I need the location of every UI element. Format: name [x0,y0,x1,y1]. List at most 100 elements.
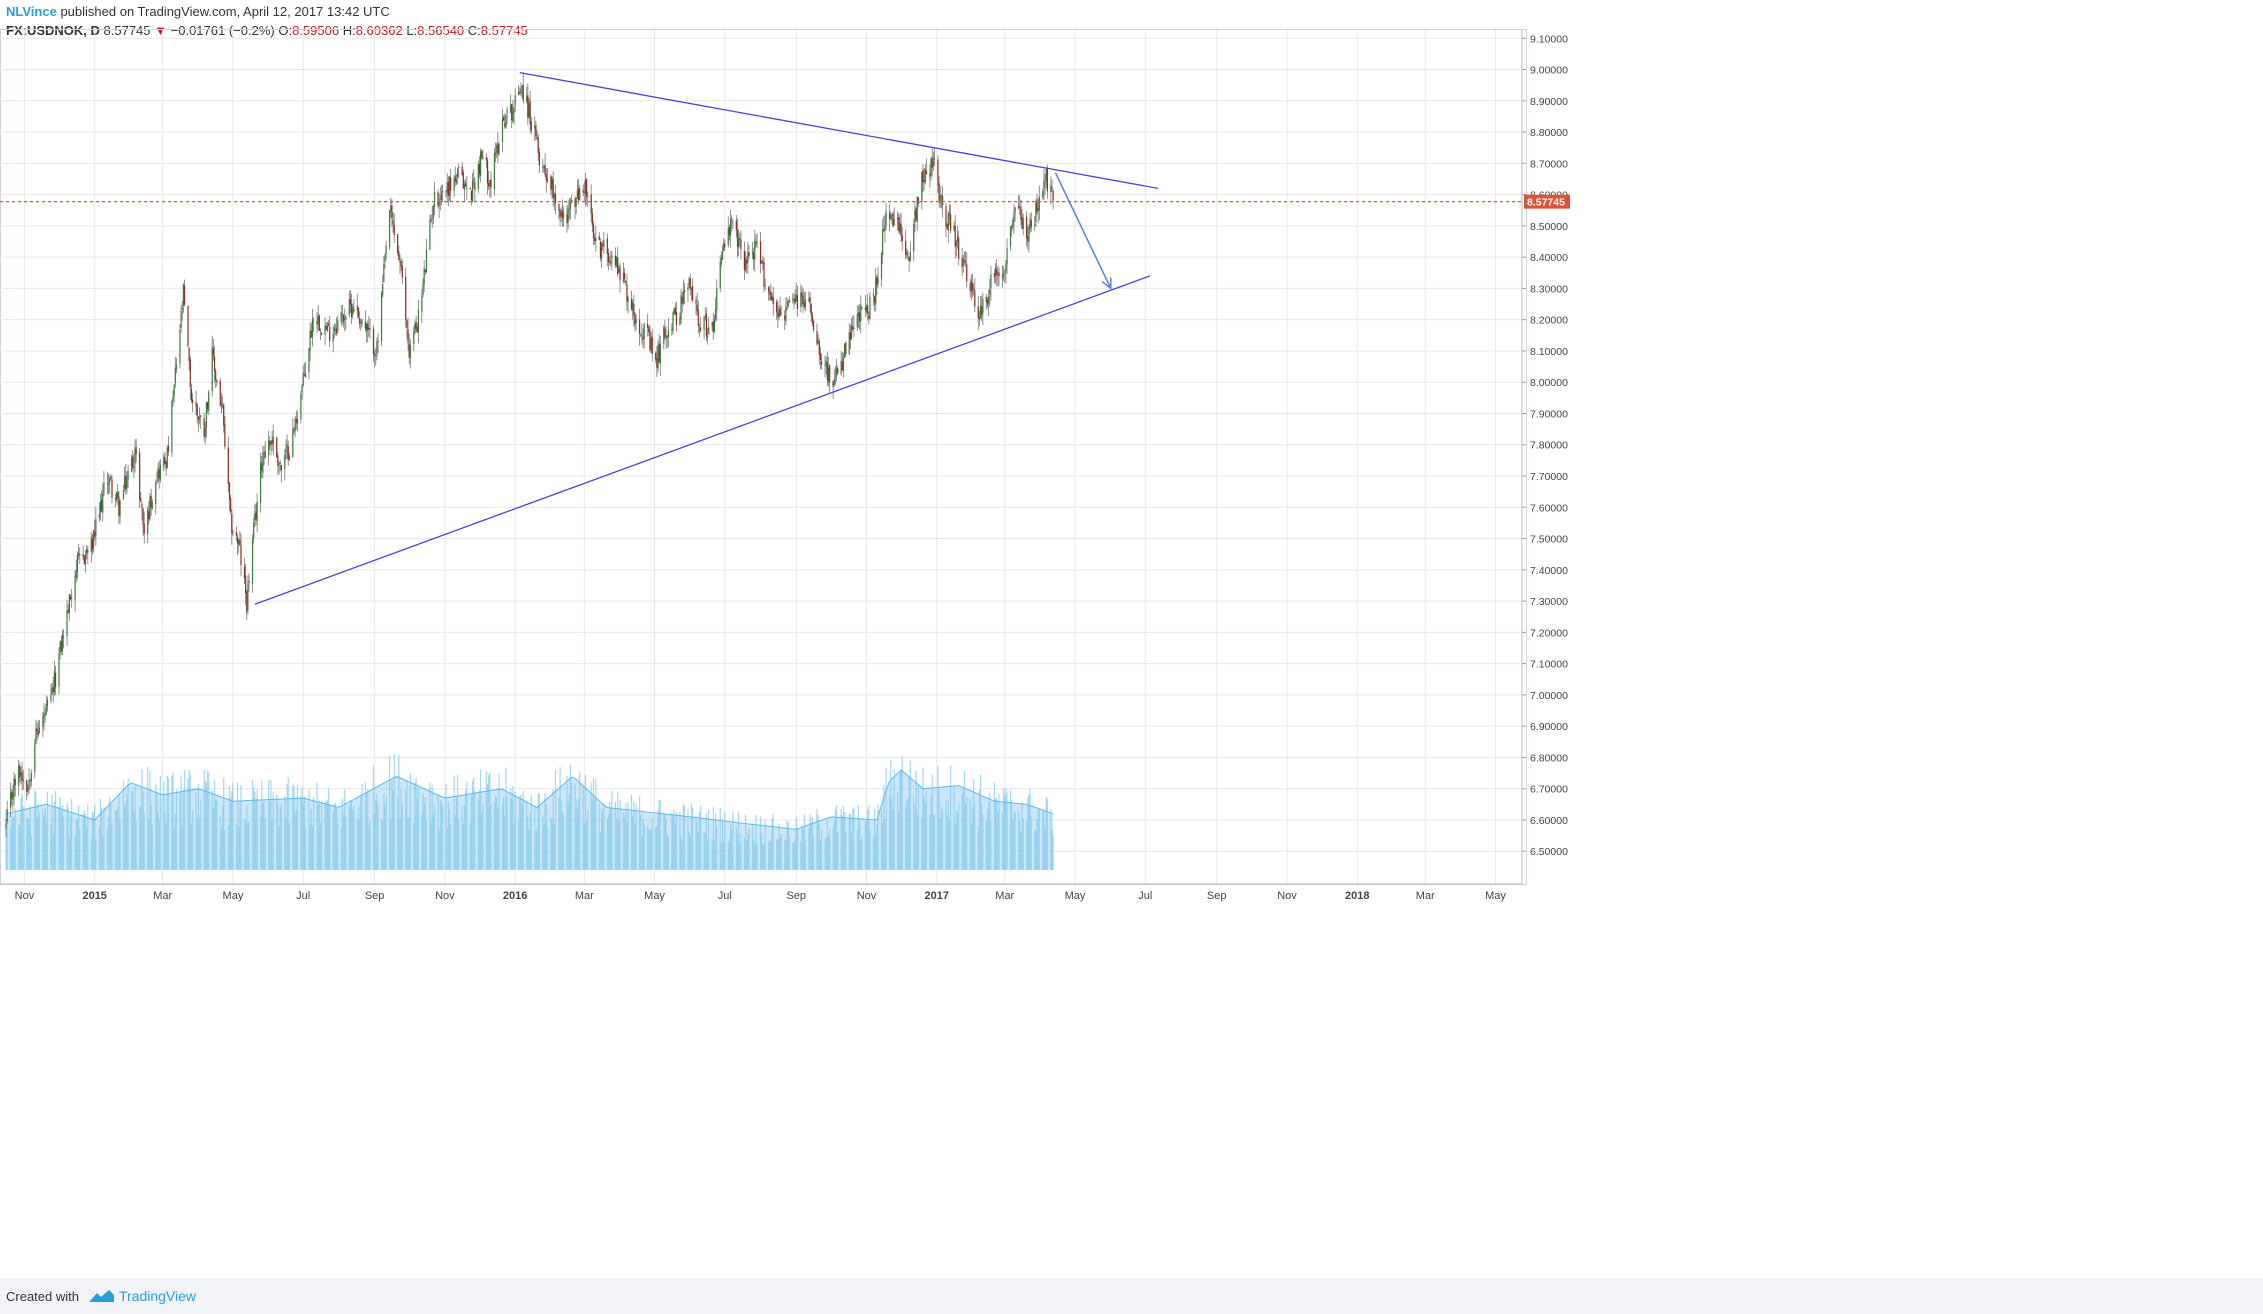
candle-body [439,198,441,200]
volume-bar [945,800,947,870]
volume-bar [285,817,287,870]
candle-body [62,636,65,638]
volume-bar [576,808,578,870]
volume-bar [769,842,771,870]
volume-bar [344,789,346,870]
candle-body [469,188,471,190]
candle-body [545,174,547,181]
candle-body [496,145,498,153]
volume-bar [656,826,658,870]
volume-bar [997,812,999,870]
volume-bar [865,820,868,870]
candle-body [907,256,909,258]
candle-body [569,201,572,209]
volume-bar [172,771,174,870]
volume-bar [1038,808,1040,870]
volume-bar [994,798,997,870]
volume-bar [429,782,431,870]
volume-bar [61,805,64,870]
candle-body [240,545,242,566]
candle-body [986,300,989,305]
volume-bar [469,822,471,870]
candle-body [850,325,853,339]
candle-body [203,417,205,437]
candle-body [98,513,100,519]
candle-body [826,362,828,381]
candle-body [672,312,674,332]
candle-body [1029,218,1031,230]
drawings[interactable] [0,72,1522,605]
x-tick-label: 2017 [925,890,949,902]
volume-bar [277,803,279,870]
volume-bar [239,803,241,870]
volume-bar [74,835,76,870]
candle-body [592,224,595,239]
candle-body [614,255,616,266]
candle-body [643,323,645,339]
volume-bar [417,787,420,870]
volume-bar [473,777,475,870]
author-link[interactable]: NLVince [6,4,57,19]
candle-body [1022,218,1024,229]
candle-body [503,117,505,121]
candle-body [219,380,221,406]
x-tick-label: Sep [1207,890,1227,902]
candle-body [512,111,514,123]
candle-body [28,779,30,789]
candle-body [544,165,546,175]
volume-bar [389,755,391,870]
volume-bar [224,829,226,870]
volume-bar [361,783,363,870]
volume-bar [908,776,910,870]
candle-body [20,772,22,775]
volume-bar [29,806,31,870]
candle-body [673,308,675,314]
x-tick-label: 2015 [82,890,106,902]
volume-bar [996,798,998,870]
candle-body [1046,168,1048,192]
candle-body [869,297,871,319]
volume-bar [592,778,595,870]
volume-bar [993,782,995,870]
tradingview-logo[interactable]: TradingView [89,1288,196,1304]
volume-bar [804,839,807,870]
volume-bar [345,816,347,870]
candle-body [764,285,766,287]
volume-bar [211,790,213,870]
volume-bar [319,822,322,870]
candle-body [364,321,367,329]
candle-body [118,496,120,516]
candle-body [892,213,894,227]
volume-bar [929,814,931,870]
volume-bar [663,812,665,870]
volume-bar [977,826,979,870]
candle-body [719,261,721,289]
volume-bar [422,793,424,870]
candle-body [511,103,513,121]
candle-body [947,212,949,231]
volume-bar [832,828,834,870]
price-chart[interactable]: 9.100009.000008.900008.800008.700008.600… [0,0,2263,1278]
candle-body [641,335,643,337]
volume-bar [947,799,949,870]
candle-body [788,299,790,303]
candle-body [109,477,111,484]
candle-body [530,121,532,131]
candle-body [1044,182,1046,184]
candle-body [268,440,270,456]
volume-bar [953,785,955,870]
volume-bar [325,800,327,870]
candle-body [187,305,189,347]
candle-body [1013,212,1015,223]
candle-body [327,323,330,326]
volume-bar [575,799,577,870]
volume-bar [611,790,613,870]
volume-bar [52,833,54,870]
volume-bar [880,808,883,870]
candle-body [501,118,504,142]
volume-bar [46,791,49,870]
candle-body [447,181,449,196]
volume-bar [963,770,966,870]
candle-body [140,497,142,502]
